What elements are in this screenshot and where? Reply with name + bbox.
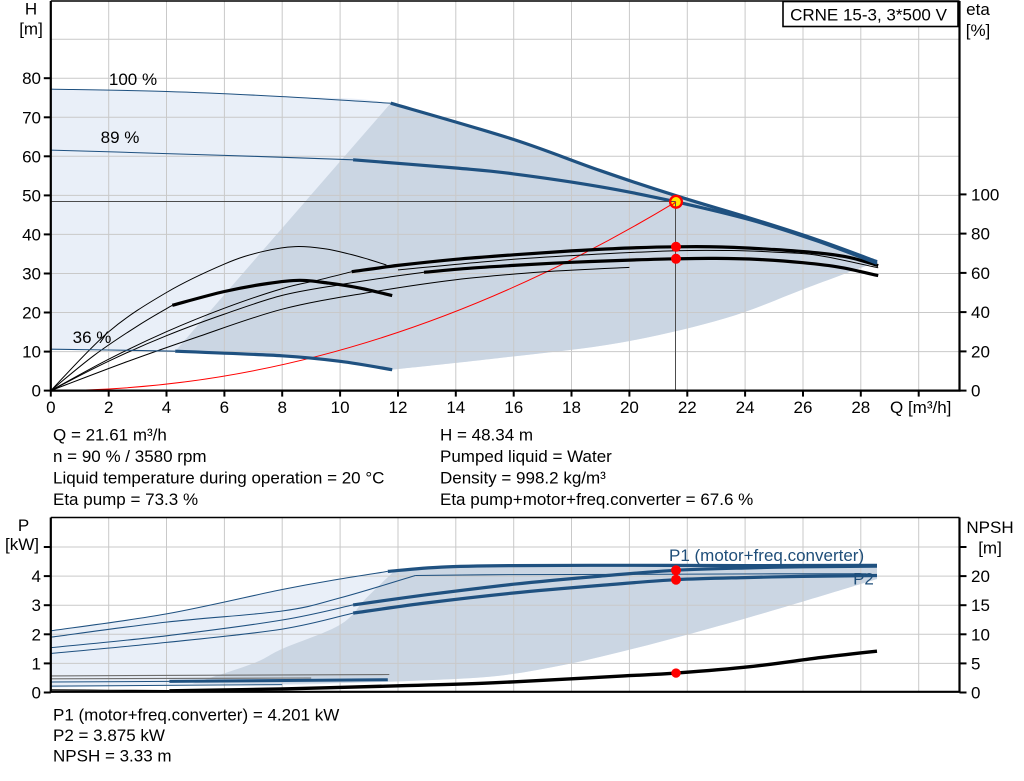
svg-text:P2: P2 bbox=[853, 570, 874, 589]
svg-text:[%]: [%] bbox=[966, 21, 991, 40]
svg-text:H = 48.34 m: H = 48.34 m bbox=[440, 425, 533, 444]
svg-text:12: 12 bbox=[389, 398, 408, 417]
svg-text:20: 20 bbox=[971, 342, 990, 361]
svg-text:20: 20 bbox=[971, 567, 990, 586]
svg-text:Q = 21.61 m³/h: Q = 21.61 m³/h bbox=[53, 425, 167, 444]
svg-text:0: 0 bbox=[32, 382, 41, 401]
svg-text:10: 10 bbox=[22, 343, 41, 362]
svg-text:100: 100 bbox=[971, 185, 999, 204]
svg-text:Density = 998.2 kg/m³: Density = 998.2 kg/m³ bbox=[440, 468, 606, 487]
svg-text:0: 0 bbox=[971, 382, 980, 401]
svg-text:16: 16 bbox=[504, 398, 523, 417]
svg-text:2: 2 bbox=[32, 625, 41, 644]
svg-text:4: 4 bbox=[32, 567, 41, 586]
svg-text:36 %: 36 % bbox=[73, 328, 112, 347]
svg-text:30: 30 bbox=[22, 265, 41, 284]
svg-text:Eta pump = 73.3 %: Eta pump = 73.3 % bbox=[53, 490, 198, 509]
svg-text:[kW]: [kW] bbox=[5, 535, 39, 554]
svg-text:P: P bbox=[18, 516, 29, 535]
svg-text:CRNE 15-3, 3*500 V: CRNE 15-3, 3*500 V bbox=[790, 6, 948, 25]
svg-text:0: 0 bbox=[971, 684, 980, 703]
svg-text:22: 22 bbox=[678, 398, 697, 417]
svg-text:eta: eta bbox=[966, 0, 990, 19]
svg-text:10: 10 bbox=[971, 625, 990, 644]
svg-text:89 %: 89 % bbox=[101, 128, 140, 147]
svg-text:NPSH = 3.33 m: NPSH = 3.33 m bbox=[53, 746, 172, 765]
svg-text:Q [m³/h]: Q [m³/h] bbox=[890, 398, 951, 417]
svg-text:14: 14 bbox=[446, 398, 465, 417]
svg-text:Liquid temperature during oper: Liquid temperature during operation = 20… bbox=[53, 468, 384, 487]
svg-text:0: 0 bbox=[32, 684, 41, 703]
svg-text:60: 60 bbox=[22, 147, 41, 166]
svg-text:20: 20 bbox=[22, 304, 41, 323]
svg-text:[m]: [m] bbox=[978, 539, 1002, 558]
svg-text:4: 4 bbox=[162, 398, 171, 417]
svg-text:[m]: [m] bbox=[19, 20, 43, 39]
svg-text:P2 = 3.875 kW: P2 = 3.875 kW bbox=[53, 726, 165, 745]
svg-text:80: 80 bbox=[971, 225, 990, 244]
svg-text:10: 10 bbox=[331, 398, 350, 417]
svg-text:P1 (motor+freq.converter) = 4.: P1 (motor+freq.converter) = 4.201 kW bbox=[53, 705, 339, 724]
svg-text:5: 5 bbox=[971, 654, 980, 673]
svg-text:70: 70 bbox=[22, 108, 41, 127]
svg-text:15: 15 bbox=[971, 596, 990, 615]
svg-text:40: 40 bbox=[22, 225, 41, 244]
svg-text:18: 18 bbox=[562, 398, 581, 417]
svg-text:n = 90 % / 3580 rpm: n = 90 % / 3580 rpm bbox=[53, 447, 207, 466]
svg-text:2: 2 bbox=[104, 398, 113, 417]
svg-text:NPSH: NPSH bbox=[966, 518, 1013, 537]
svg-text:6: 6 bbox=[220, 398, 229, 417]
svg-text:40: 40 bbox=[971, 303, 990, 322]
svg-text:H: H bbox=[25, 0, 37, 19]
svg-text:P1 (motor+freq.converter): P1 (motor+freq.converter) bbox=[669, 546, 864, 565]
svg-text:8: 8 bbox=[277, 398, 286, 417]
svg-text:Eta pump+motor+freq.converter: Eta pump+motor+freq.converter = 67.6 % bbox=[440, 490, 753, 509]
svg-text:26: 26 bbox=[794, 398, 813, 417]
svg-text:24: 24 bbox=[736, 398, 755, 417]
svg-text:1: 1 bbox=[32, 654, 41, 673]
svg-text:50: 50 bbox=[22, 186, 41, 205]
svg-text:60: 60 bbox=[971, 264, 990, 283]
svg-text:28: 28 bbox=[851, 398, 870, 417]
svg-text:80: 80 bbox=[22, 69, 41, 88]
svg-text:20: 20 bbox=[620, 398, 639, 417]
svg-text:Pumped liquid = Water: Pumped liquid = Water bbox=[440, 447, 612, 466]
svg-text:0: 0 bbox=[46, 398, 55, 417]
svg-text:3: 3 bbox=[32, 596, 41, 615]
svg-text:100 %: 100 % bbox=[109, 70, 157, 89]
